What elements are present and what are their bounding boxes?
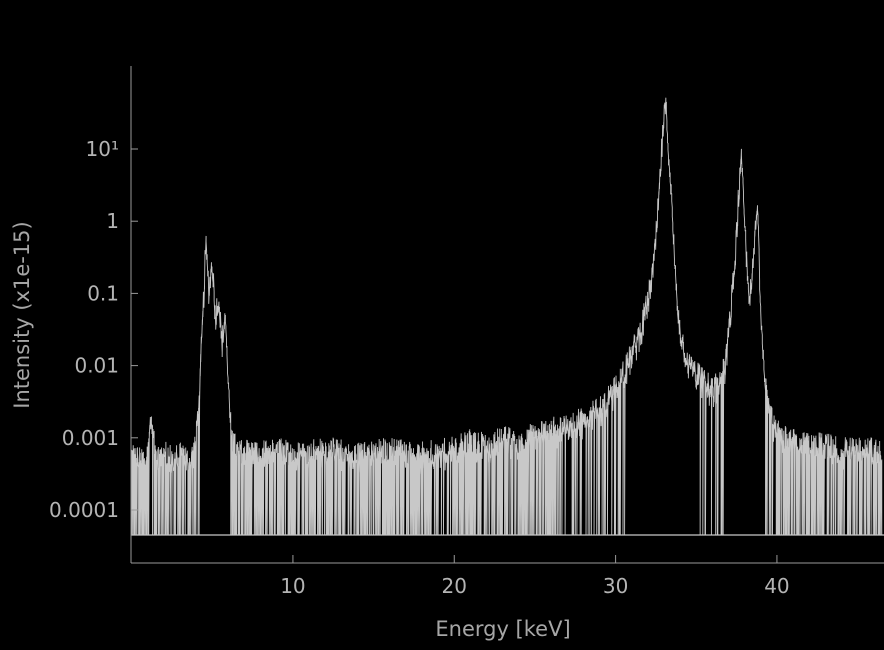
x-tick-label: 40	[764, 574, 789, 598]
y-tick-label: 0.001	[62, 426, 119, 450]
x-tick-label: 10	[280, 574, 305, 598]
series-layer	[131, 97, 884, 536]
x-tick-label: 30	[603, 574, 628, 598]
x-tick-label: 20	[442, 574, 467, 598]
y-tick-label: 0.0001	[49, 498, 119, 522]
x-ticks: 10 20 30 40	[280, 555, 790, 598]
y-tick-label: 10¹	[86, 137, 119, 161]
y-tick-label: 0.1	[87, 281, 119, 305]
spectrum-series-line	[131, 97, 883, 536]
y-tick-label: 1	[106, 209, 119, 233]
y-ticks: 0.0001 0.001 0.01 0.1 1 10¹	[49, 137, 138, 522]
y-axis-title: Intensity (x1e-15)	[10, 221, 34, 408]
y-tick-label: 0.01	[74, 354, 119, 378]
x-axis-title: Energy [keV]	[435, 617, 570, 641]
